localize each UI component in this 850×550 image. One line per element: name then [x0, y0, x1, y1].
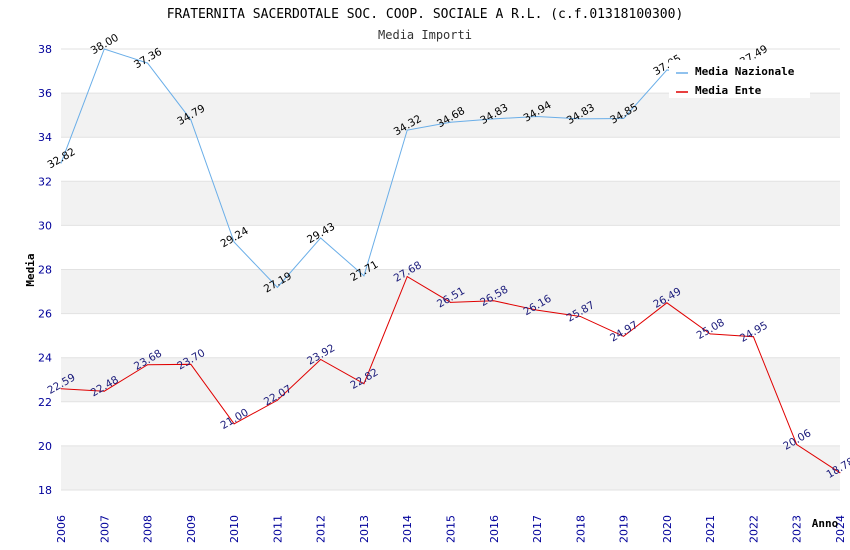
legend-label-media-nazionale: Media Nazionale: [695, 65, 795, 78]
data-point: [190, 363, 192, 365]
data-point: [147, 364, 149, 366]
data-point: [666, 69, 668, 71]
chart-subtitle: Media Importi: [378, 28, 472, 42]
y-tick-label: 26: [38, 308, 52, 321]
data-point: [103, 390, 105, 392]
grid-band: [61, 225, 840, 270]
x-tick-label: 2023: [791, 515, 804, 543]
x-tick-label: 2022: [747, 515, 760, 543]
data-point: [579, 315, 581, 317]
x-axis-ticks: 2006 2007 2008 2009 2010 2011 2012 2013 2014 2015…: [55, 515, 847, 543]
series-lines: [60, 48, 841, 474]
y-tick-label: 30: [38, 219, 52, 232]
y-tick-label: 20: [38, 440, 52, 453]
data-point: [320, 358, 322, 360]
y-tick-label: 32: [38, 175, 52, 188]
data-point: [623, 335, 625, 337]
grid-band: [61, 269, 840, 314]
y-tick-label: 34: [38, 131, 52, 144]
x-tick-label: 2019: [618, 515, 631, 543]
data-point: [406, 276, 408, 278]
x-axis-label: Anno: [812, 517, 839, 530]
data-point: [320, 237, 322, 239]
x-tick-label: 2018: [574, 515, 587, 543]
data-point: [276, 286, 278, 288]
x-tick-label: 2006: [55, 515, 68, 543]
x-tick-label: 2014: [401, 515, 414, 543]
data-point: [276, 399, 278, 401]
data-point: [623, 117, 625, 119]
data-point: [450, 301, 451, 303]
grid-band: [61, 445, 840, 490]
grid-bands: [61, 48, 840, 491]
chart-title: FRATERNITA SACERDOTALE SOC. COOP. SOCIAL…: [167, 7, 684, 22]
data-point: [493, 118, 495, 120]
y-axis-label: Media: [24, 253, 37, 286]
data-point: [406, 129, 408, 131]
x-tick-label: 2010: [228, 515, 241, 543]
x-tick-label: 2007: [98, 515, 111, 543]
data-point: [579, 118, 581, 120]
y-axis-ticks: 18 20 22 24 26 28 30 32 34 36 38: [38, 43, 52, 497]
data-point: [709, 333, 711, 335]
y-tick-label: 28: [38, 264, 52, 277]
data-point: [493, 300, 495, 302]
x-tick-label: 2015: [445, 515, 458, 543]
legend: Media Nazionale Media Ente: [669, 60, 810, 98]
x-tick-label: 2024: [834, 515, 847, 543]
data-point: [190, 119, 192, 121]
legend-box: [669, 60, 810, 98]
data-point: [103, 48, 105, 50]
y-tick-label: 18: [38, 484, 52, 497]
data-point: [233, 241, 235, 243]
data-point: [839, 472, 841, 474]
grid-band: [61, 181, 840, 226]
y-tick-label: 24: [38, 352, 52, 365]
grid-band: [61, 401, 840, 446]
data-point: [752, 336, 754, 338]
x-tick-label: 2017: [531, 515, 544, 543]
data-point: [147, 62, 149, 64]
data-point: [666, 302, 668, 304]
data-point: [450, 121, 451, 123]
grid-band: [61, 137, 840, 182]
y-tick-label: 36: [38, 87, 52, 100]
data-point: [363, 275, 365, 277]
y-tick-label: 38: [38, 43, 52, 56]
data-point: [536, 309, 538, 311]
data-point: [536, 115, 538, 117]
x-tick-label: 2008: [142, 515, 155, 543]
data-point: [60, 388, 62, 390]
x-tick-label: 2013: [358, 515, 371, 543]
x-tick-label: 2020: [661, 515, 674, 543]
x-tick-label: 2016: [488, 515, 501, 543]
x-tick-label: 2009: [185, 515, 198, 543]
data-point: [363, 383, 365, 385]
legend-label-media-ente: Media Ente: [695, 84, 762, 97]
data-point: [233, 423, 235, 425]
grid-band: [61, 313, 840, 358]
x-tick-label: 2012: [315, 515, 328, 543]
data-point: [60, 162, 62, 164]
y-tick-label: 22: [38, 396, 52, 409]
data-point: [796, 444, 798, 446]
x-tick-label: 2011: [271, 515, 284, 543]
grid-band: [61, 93, 840, 138]
x-tick-label: 2021: [704, 515, 717, 543]
